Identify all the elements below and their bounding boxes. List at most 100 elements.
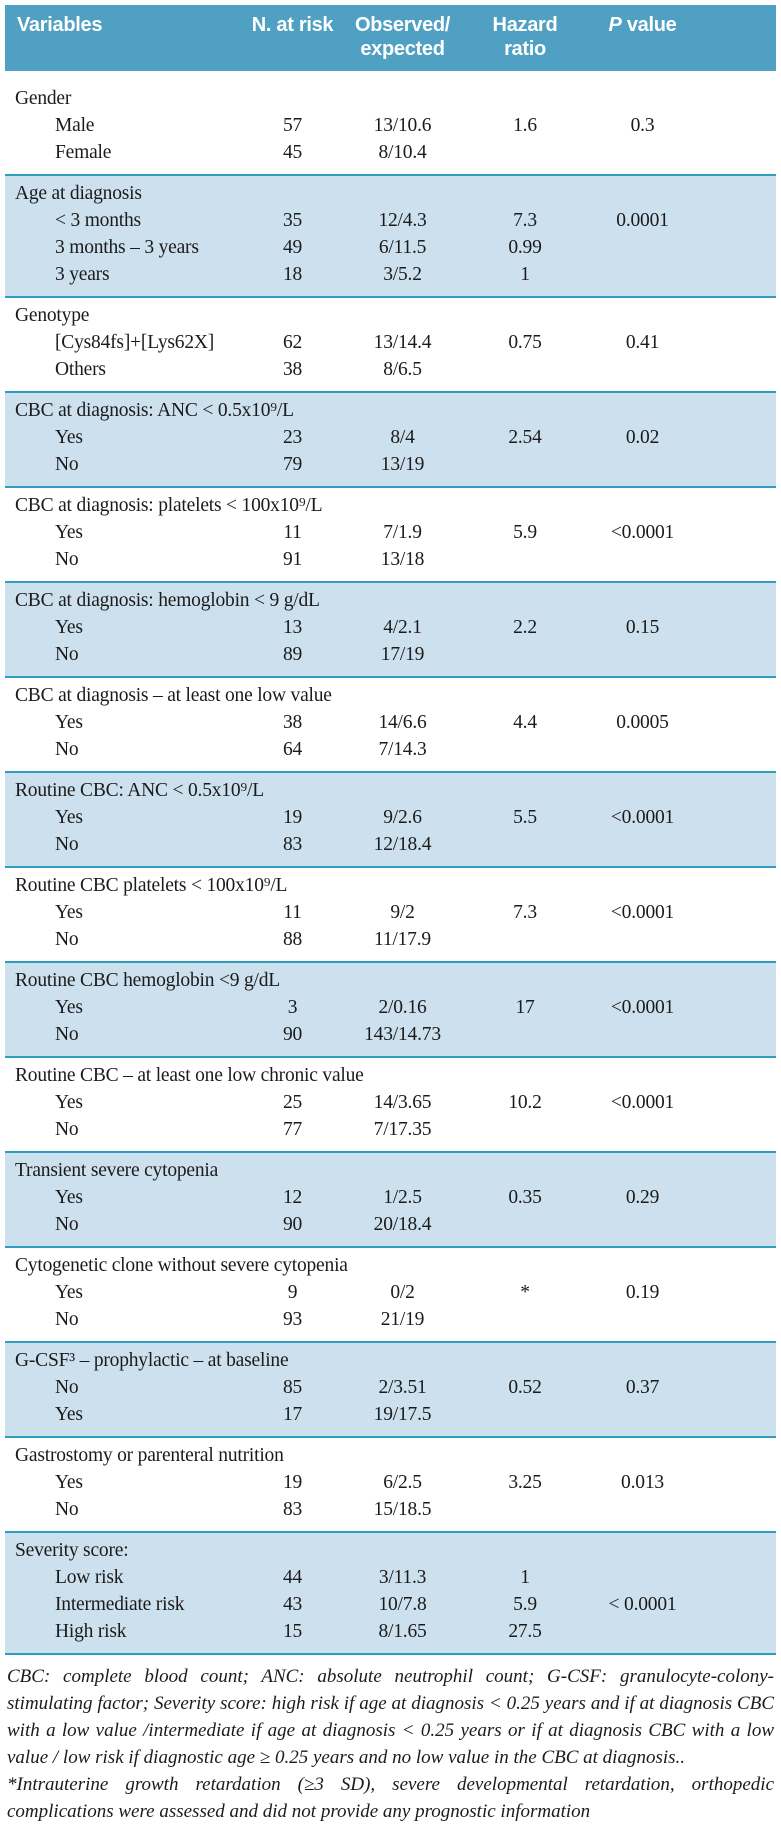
- table-row: Yes 3 2/0.16 17 <0.0001: [5, 994, 776, 1021]
- n-at-risk-value: 57: [282, 115, 303, 136]
- hazard-ratio-value: 0.75: [508, 332, 542, 353]
- table-row: Male 57 13/10.6 1.6 0.3: [5, 112, 776, 139]
- hazard-ratio-value: [460, 641, 590, 668]
- observed-expected-value: 6/11.5: [378, 237, 427, 258]
- row-label: 3 years: [55, 264, 110, 285]
- group-title-row: Gender: [5, 85, 776, 112]
- table-row: Yes 19 9/2.6 5.5 <0.0001: [5, 804, 776, 831]
- table-row: 3 months – 3 years 49 6/11.5 0.99: [5, 234, 776, 261]
- group-title: CBC at diagnosis: platelets < 100x10⁹/L: [15, 495, 323, 516]
- row-label: No: [55, 1377, 79, 1398]
- observed-expected-value: 6/2.5: [383, 1472, 422, 1493]
- group-title: Routine CBC – at least one low chronic v…: [15, 1065, 364, 1086]
- n-at-risk-value: 38: [282, 359, 303, 380]
- n-at-risk-value: 91: [282, 549, 303, 570]
- p-value: [590, 261, 695, 288]
- table-body: Gender Male 57 13/10.6 1.6 0.3 Female 45…: [5, 81, 776, 1655]
- header-hazard-ratio: Hazard ratio: [492, 14, 558, 60]
- table-row: Others 38 8/6.5: [5, 356, 776, 383]
- n-at-risk-value: 23: [282, 427, 303, 448]
- row-label: Yes: [55, 712, 83, 733]
- p-value: <0.0001: [610, 902, 675, 923]
- group-title: Age at diagnosis: [15, 183, 142, 204]
- table-row: Yes 23 8/4 2.54 0.02: [5, 424, 776, 451]
- observed-expected-value: 0/2: [390, 1282, 415, 1303]
- header-n-at-risk: N. at risk: [251, 14, 334, 36]
- observed-expected-value: 21/19: [380, 1309, 425, 1330]
- group-title-row: Age at diagnosis: [5, 180, 776, 207]
- p-value: [590, 234, 695, 261]
- group-title-row: G-CSF³ – prophylactic – at baseline: [5, 1347, 776, 1374]
- p-value: 0.15: [625, 617, 660, 638]
- n-at-risk-value: 35: [282, 210, 303, 231]
- variable-group: CBC at diagnosis: ANC < 0.5x10⁹/L Yes 23…: [5, 391, 776, 486]
- group-title: CBC at diagnosis – at least one low valu…: [15, 685, 332, 706]
- hazard-ratio-value: [460, 1021, 590, 1048]
- table-row: No 89 17/19: [5, 641, 776, 668]
- n-at-risk-value: 62: [282, 332, 303, 353]
- group-title-row: CBC at diagnosis: platelets < 100x10⁹/L: [5, 492, 776, 519]
- group-title-row: Genotype: [5, 302, 776, 329]
- table-row: No 90 20/18.4: [5, 1211, 776, 1238]
- hazard-ratio-value: [460, 451, 590, 478]
- hazard-ratio-value: 17: [515, 997, 535, 1018]
- n-at-risk-value: 17: [282, 1404, 303, 1425]
- row-label: Yes: [55, 522, 83, 543]
- n-at-risk-value: 19: [282, 807, 303, 828]
- p-value: [590, 736, 695, 763]
- row-label: Yes: [55, 1404, 83, 1425]
- row-label: No: [55, 1119, 79, 1140]
- table-row: No 64 7/14.3: [5, 736, 776, 763]
- observed-expected-value: 7/17.35: [373, 1119, 432, 1140]
- hazard-ratio-value: 5.9: [513, 1594, 537, 1615]
- n-at-risk-value: 44: [282, 1567, 303, 1588]
- hazard-ratio-value: [460, 1211, 590, 1238]
- group-title: Routine CBC platelets < 100x10⁹/L: [15, 875, 288, 896]
- row-label: 3 months – 3 years: [55, 237, 199, 258]
- group-title-row: CBC at diagnosis – at least one low valu…: [5, 682, 776, 709]
- variable-group: Routine CBC – at least one low chronic v…: [5, 1056, 776, 1151]
- hazard-ratio-value: 1: [520, 1567, 530, 1588]
- row-label: No: [55, 454, 79, 475]
- p-value: [590, 1496, 695, 1523]
- n-at-risk-value: 11: [283, 522, 302, 543]
- row-label: Intermediate risk: [55, 1594, 185, 1615]
- n-at-risk-value: 88: [282, 929, 303, 950]
- n-at-risk-value: 13: [282, 617, 303, 638]
- hazard-ratio-value: [460, 356, 590, 383]
- hazard-ratio-value: [460, 736, 590, 763]
- table-header: Variables N. at risk Observed/ expected …: [5, 5, 776, 71]
- observed-expected-value: 9/2.6: [383, 807, 422, 828]
- variable-group: Transient severe cytopenia Yes 12 1/2.5 …: [5, 1151, 776, 1246]
- row-label: Yes: [55, 902, 83, 923]
- group-title-row: Severity score:: [5, 1537, 776, 1564]
- n-at-risk-value: 64: [282, 739, 303, 760]
- n-at-risk-value: 15: [282, 1621, 303, 1642]
- observed-expected-value: 11/17.9: [374, 929, 431, 950]
- table-row: Yes 9 0/2 * 0.19: [5, 1279, 776, 1306]
- p-value: [590, 1618, 695, 1645]
- hazard-ratio-value: [460, 831, 590, 858]
- hazard-ratio-value: *: [520, 1282, 530, 1303]
- n-at-risk-value: 83: [282, 834, 303, 855]
- p-value: 0.37: [625, 1377, 660, 1398]
- group-title-row: CBC at diagnosis: hemoglobin < 9 g/dL: [5, 587, 776, 614]
- variable-group: CBC at diagnosis – at least one low valu…: [5, 676, 776, 771]
- table-row: Yes 11 7/1.9 5.9 <0.0001: [5, 519, 776, 546]
- p-value: [590, 1306, 695, 1333]
- observed-expected-value: 13/18: [380, 549, 425, 570]
- table-row: No 85 2/3.51 0.52 0.37: [5, 1374, 776, 1401]
- header-variables: Variables: [17, 14, 103, 36]
- group-title-row: Routine CBC – at least one low chronic v…: [5, 1062, 776, 1089]
- observed-expected-value: 14/6.6: [378, 712, 427, 733]
- row-label: No: [55, 929, 79, 950]
- variable-group: Gender Male 57 13/10.6 1.6 0.3 Female 45…: [5, 81, 776, 174]
- p-value: 0.013: [621, 1472, 664, 1493]
- p-value: 0.41: [625, 332, 660, 353]
- n-at-risk-value: 83: [282, 1499, 303, 1520]
- group-title: Genotype: [15, 305, 90, 326]
- variable-group: Genotype [Cys84fs]+[Lys62X] 62 13/14.4 0…: [5, 296, 776, 391]
- observed-expected-value: 8/1.65: [378, 1621, 427, 1642]
- hazard-ratio-value: [460, 1401, 590, 1428]
- table-row: High risk 15 8/1.65 27.5: [5, 1618, 776, 1645]
